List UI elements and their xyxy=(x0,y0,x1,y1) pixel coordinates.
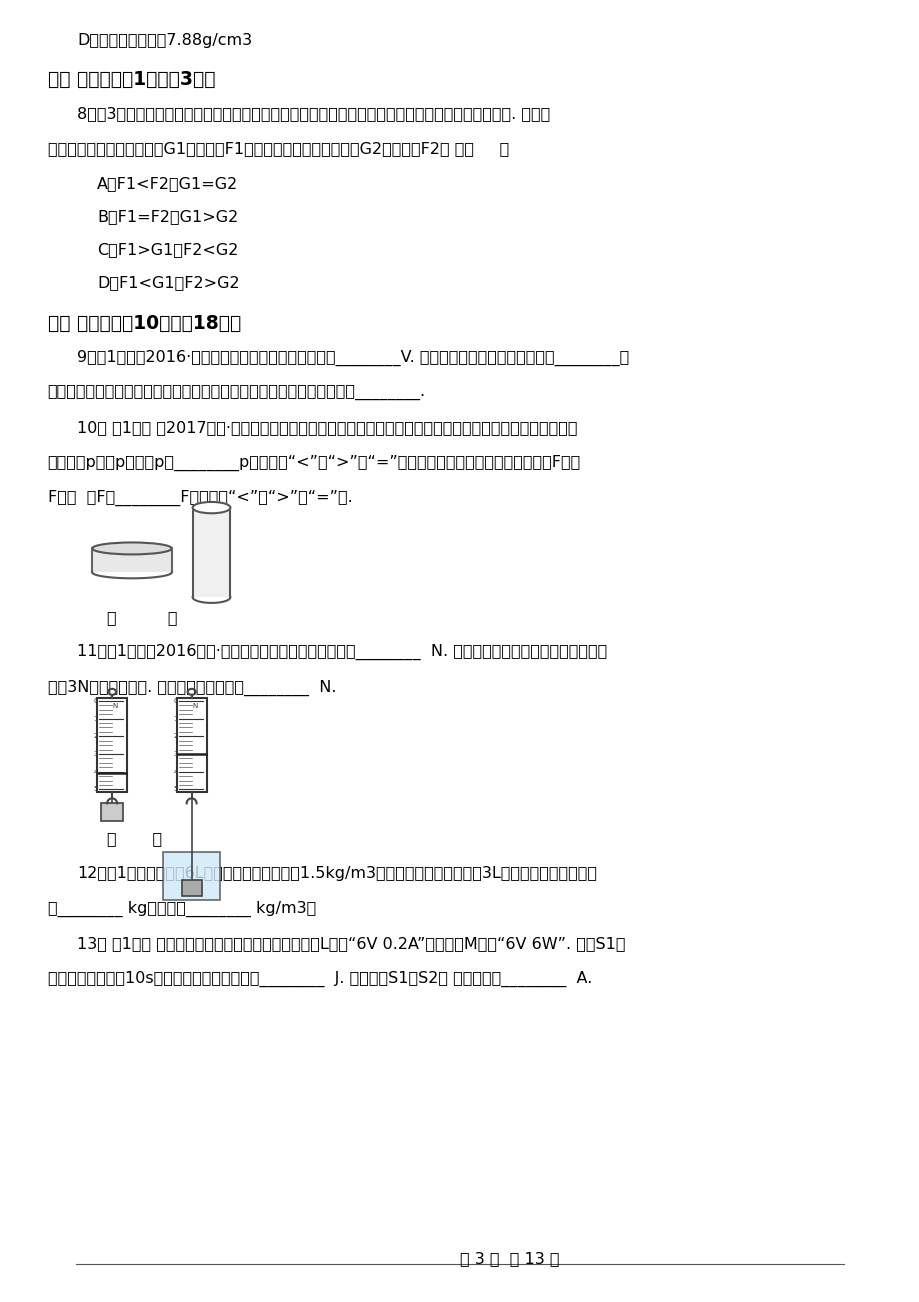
Text: C．F1>G1，F2<G2: C．F1>G1，F2<G2 xyxy=(97,242,238,256)
Text: 12．（1分）一容积为6L的氧气瓶中储存有密度1.5kg/m3的氧气，现将氧气压缩为3L，则压缩后氧气的质量: 12．（1分）一容积为6L的氧气瓶中储存有密度1.5kg/m3的氧气，现将氧气压… xyxy=(77,866,596,881)
Bar xyxy=(101,803,123,822)
Ellipse shape xyxy=(192,503,230,513)
Text: 3: 3 xyxy=(94,751,98,756)
Text: 过程中潜水艇所受的重力为G1、浮力为F1；上浮过程中所受的重力为G2、浮力为F2． 则（     ）: 过程中潜水艇所受的重力为G1、浮力为F1；上浮过程中所受的重力为G2、浮力为F2… xyxy=(48,141,508,156)
Text: 数为3N，如图乙所示. 则物体受到的浮力为________  N.: 数为3N，如图乙所示. 则物体受到的浮力为________ N. xyxy=(48,680,335,697)
Text: 4: 4 xyxy=(173,768,177,775)
Text: 5: 5 xyxy=(94,786,98,793)
Text: 13． （1分） 图中是玩具警车的简化电路图，小灯泡L标有“6V 0.2A”，电动机M标有“6V 6W”. 闭合S1，: 13． （1分） 图中是玩具警车的简化电路图，小灯泡L标有“6V 0.2A”，电… xyxy=(77,936,625,950)
Text: 1: 1 xyxy=(94,716,98,721)
Bar xyxy=(97,698,127,793)
Bar xyxy=(176,698,206,793)
Text: 3: 3 xyxy=(173,751,177,756)
Text: 1: 1 xyxy=(173,716,177,721)
Bar xyxy=(181,880,201,896)
Text: 10． （1分） （2017八下·路南期中）如图所示的两个容器中盛有同种相同质量的液体，液体对容器底部的压: 10． （1分） （2017八下·路南期中）如图所示的两个容器中盛有同种相同质量… xyxy=(77,421,577,435)
Text: N: N xyxy=(112,703,118,708)
Text: 8．（3分）某潜水艇在海面下隐蔽跟踪某个目标，现根据战时需要上浮或下潜（但始终未露出海面）. 在下潜: 8．（3分）某潜水艇在海面下隐蔽跟踪某个目标，现根据战时需要上浮或下潜（但始终未… xyxy=(77,107,550,121)
Text: A．F1<F2，G1=G2: A．F1<F2，G1=G2 xyxy=(97,176,238,191)
Polygon shape xyxy=(192,508,230,598)
Text: 5: 5 xyxy=(173,786,177,793)
Text: 甲       乙: 甲 乙 xyxy=(107,831,162,846)
Text: 9．（1分）（2016·扬州模拟）一节新干电池的电压为________V. 家庭电路中，电冰筱与电视机是________的: 9．（1分）（2016·扬州模拟）一节新干电池的电压为________V. 家庭… xyxy=(77,350,629,366)
Text: 二、 多选题（共1题；共3分）: 二、 多选题（共1题；共3分） xyxy=(48,69,215,89)
Text: D．金属块的密度为7.88g/cm3: D．金属块的密度为7.88g/cm3 xyxy=(77,33,252,48)
Text: （填写连接方式），造成家庭电路电流过大的原因是用电器总功率过大和________.: （填写连接方式），造成家庭电路电流过大的原因是用电器总功率过大和________… xyxy=(48,385,425,400)
Text: 強分别为p甲和p乙，则p甲________p乙（选填“<”、“>”或“=”）；若液体对容器底部的压力分别为F甲和: 強分别为p甲和p乙，则p甲________p乙（选填“<”、“>”或“=”）；若… xyxy=(48,454,580,471)
Text: D．F1<G1，F2>G2: D．F1<G1，F2>G2 xyxy=(97,275,240,289)
Text: 小灯泡正常发光，10s内通过灯泡的电流做功是________  J. 同时闭合S1和S2， 干路电流为________  A.: 小灯泡正常发光，10s内通过灯泡的电流做功是________ J. 同时闭合S1… xyxy=(48,970,591,987)
Text: 三、 填空题（儗10题；儗18分）: 三、 填空题（儗10题；儗18分） xyxy=(48,314,241,332)
Bar xyxy=(163,852,221,900)
Text: F乙，  则F甲________F乙（选填“<”、“>”或“=”）.: F乙， 则F甲________F乙（选填“<”、“>”或“=”）. xyxy=(48,490,352,506)
Polygon shape xyxy=(92,548,172,573)
Text: 第 3 页  八 13 页: 第 3 页 八 13 页 xyxy=(460,1251,559,1267)
Text: 2: 2 xyxy=(94,733,98,740)
Text: 为________ kg，密度为________ kg/m3．: 为________ kg，密度为________ kg/m3． xyxy=(48,901,315,917)
Ellipse shape xyxy=(92,543,172,555)
Text: B．F1=F2，G1>G2: B．F1=F2，G1>G2 xyxy=(97,208,238,224)
Text: 4: 4 xyxy=(94,768,98,775)
Text: N: N xyxy=(192,703,197,708)
Text: 2: 2 xyxy=(173,733,177,740)
Text: 甲          乙: 甲 乙 xyxy=(107,611,177,625)
Text: 0: 0 xyxy=(94,698,98,704)
Text: 0: 0 xyxy=(173,698,177,704)
Text: 11．（1分）（2016八下·普宁期末）如图甲所示，物体重________  N. 把物体浸没在水中，弹簧测力计的示: 11．（1分）（2016八下·普宁期末）如图甲所示，物体重________ N.… xyxy=(77,644,607,660)
